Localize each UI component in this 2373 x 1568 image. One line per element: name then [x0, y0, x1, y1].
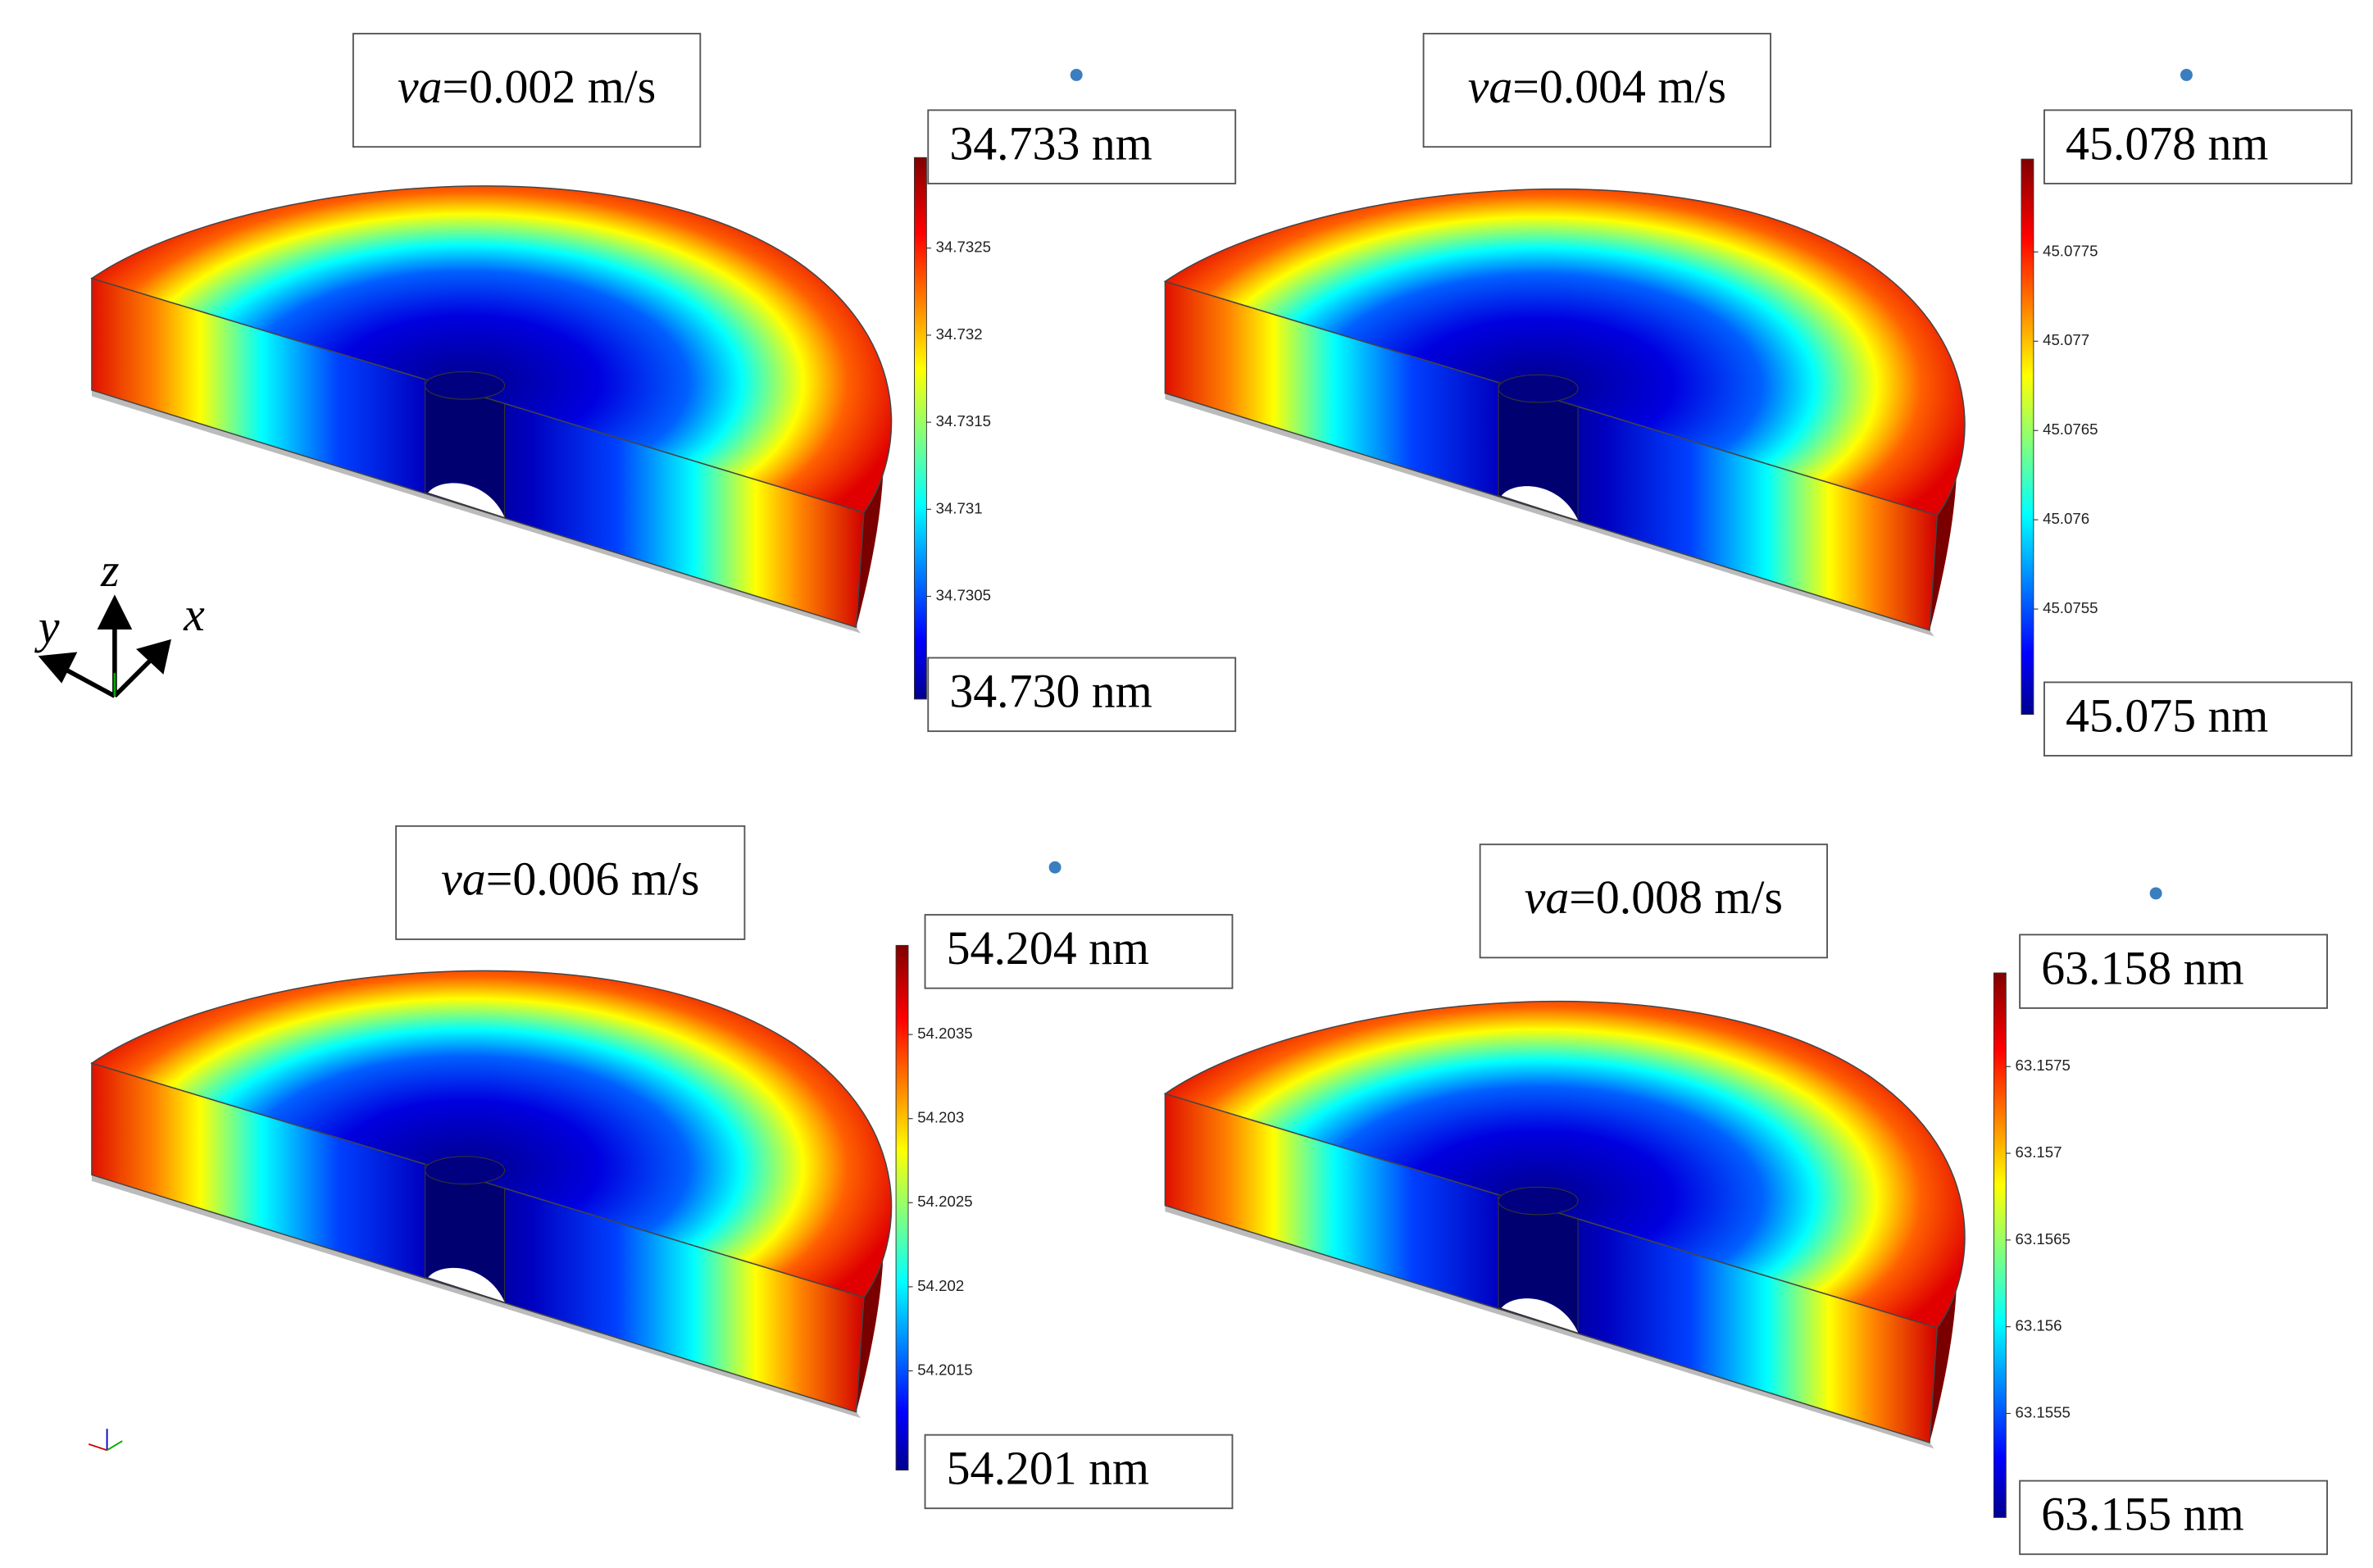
colorbar-tick-label: 63.1555 [2016, 1403, 2071, 1420]
colorbar-tick-label: 45.077 [2043, 331, 2089, 348]
colorbar-tick-label: 54.202 [917, 1277, 964, 1294]
icon [1048, 68, 2193, 900]
value-label: 34.733 nm [949, 116, 1152, 170]
value-label: 63.158 nm [2041, 941, 2243, 994]
value-box [2043, 681, 2353, 757]
colorbar-tick-label: 54.2015 [917, 1361, 972, 1378]
panel: va=0.004 m/s 45.0775 45.077 45.0765 45.076 45… [1422, 33, 2353, 757]
colorbar-tick-label: 63.1565 [2016, 1230, 2071, 1248]
value-label: 45.075 nm [2066, 689, 2268, 742]
title-value: =0.002 m/s [443, 60, 657, 113]
value-box [924, 914, 1234, 989]
colorbar [895, 944, 909, 1471]
colorbar-tick-label: 45.076 [2043, 510, 2089, 527]
colorbar-tick-label: 45.0755 [2043, 599, 2098, 616]
value-box [2019, 1479, 2328, 1556]
colorbar-tick-label: 34.731 [936, 499, 983, 516]
colorbar-tick-label: 63.156 [2016, 1317, 2062, 1334]
title-variable: va [1525, 870, 1570, 924]
small-axes-triad [88, 1429, 123, 1452]
colorbar-tick-label: 45.0765 [2043, 420, 2098, 438]
colorbar-tick-label: 34.7315 [936, 412, 991, 429]
title-box [1422, 33, 1771, 148]
title-variable: va [1468, 60, 1513, 113]
axis-label: z [100, 543, 120, 597]
panel-title: va=0.006 m/s [441, 852, 699, 906]
value-label: 63.155 nm [2041, 1488, 2243, 1541]
value-box [927, 657, 1237, 733]
title-box [1479, 843, 1829, 959]
colorbar-tick-label: 45.0775 [2043, 242, 2098, 259]
colorbar-tick-label: 54.2025 [917, 1193, 972, 1210]
colorbar-tick-label: 63.1575 [2016, 1057, 2071, 1074]
value-label: 54.201 nm [947, 1442, 1149, 1495]
panel: va=0.002 m/s 34.7325 34.732 34.7315 34.731 34… [352, 33, 1237, 733]
value-box [927, 109, 1237, 184]
axis-label: x [183, 588, 205, 641]
colorbar [914, 157, 927, 700]
colorbar [1993, 972, 2007, 1518]
colorbar-tick-label: 54.203 [917, 1109, 964, 1126]
title-value: =0.004 m/s [1512, 60, 1726, 113]
colorbar-tick-label: 54.2035 [917, 1025, 972, 1042]
title-value: =0.006 m/s [486, 852, 700, 906]
panel-title: va=0.002 m/s [398, 60, 656, 113]
colorbar [2021, 158, 2034, 716]
panel: va=0.006 m/s 54.2035 54.203 54.2025 54.202 54… [395, 825, 1234, 1510]
value-label: 54.204 nm [947, 921, 1149, 975]
value-box [924, 1434, 1234, 1510]
title-box [352, 33, 702, 148]
value-box [2019, 934, 2328, 1009]
colorbar-tick-label: 34.7325 [936, 239, 991, 256]
panel-title: va=0.004 m/s [1468, 60, 1726, 113]
title-box [395, 825, 746, 940]
panel-title: va=0.008 m/s [1525, 870, 1783, 924]
colorbar-tick-label: 34.7305 [936, 586, 991, 603]
value-label: 45.078 nm [2066, 116, 2268, 170]
axis-label: y [34, 600, 60, 653]
value-box [2043, 109, 2353, 184]
colorbar-tick-label: 34.732 [936, 325, 983, 343]
axes-triad [38, 594, 171, 698]
title-variable: va [441, 852, 486, 906]
value-label: 34.730 nm [949, 664, 1152, 717]
panel: va=0.008 m/s 63.1575 63.157 63.1565 63.156 63… [1479, 843, 2328, 1556]
title-value: =0.008 m/s [1569, 870, 1783, 924]
title-variable: va [398, 60, 443, 113]
colorbar-tick-label: 63.157 [2016, 1143, 2062, 1161]
